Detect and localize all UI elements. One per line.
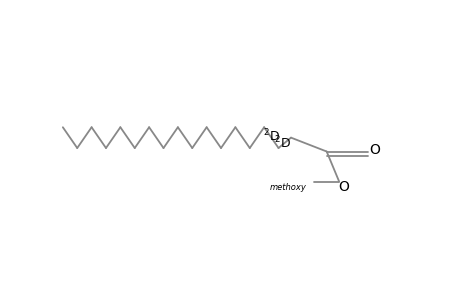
Text: O: O — [338, 180, 348, 194]
Text: methoxy: methoxy — [269, 183, 307, 192]
Text: $^2$D: $^2$D — [274, 135, 291, 152]
Text: O: O — [369, 143, 380, 157]
Text: $^2$D: $^2$D — [263, 128, 280, 145]
